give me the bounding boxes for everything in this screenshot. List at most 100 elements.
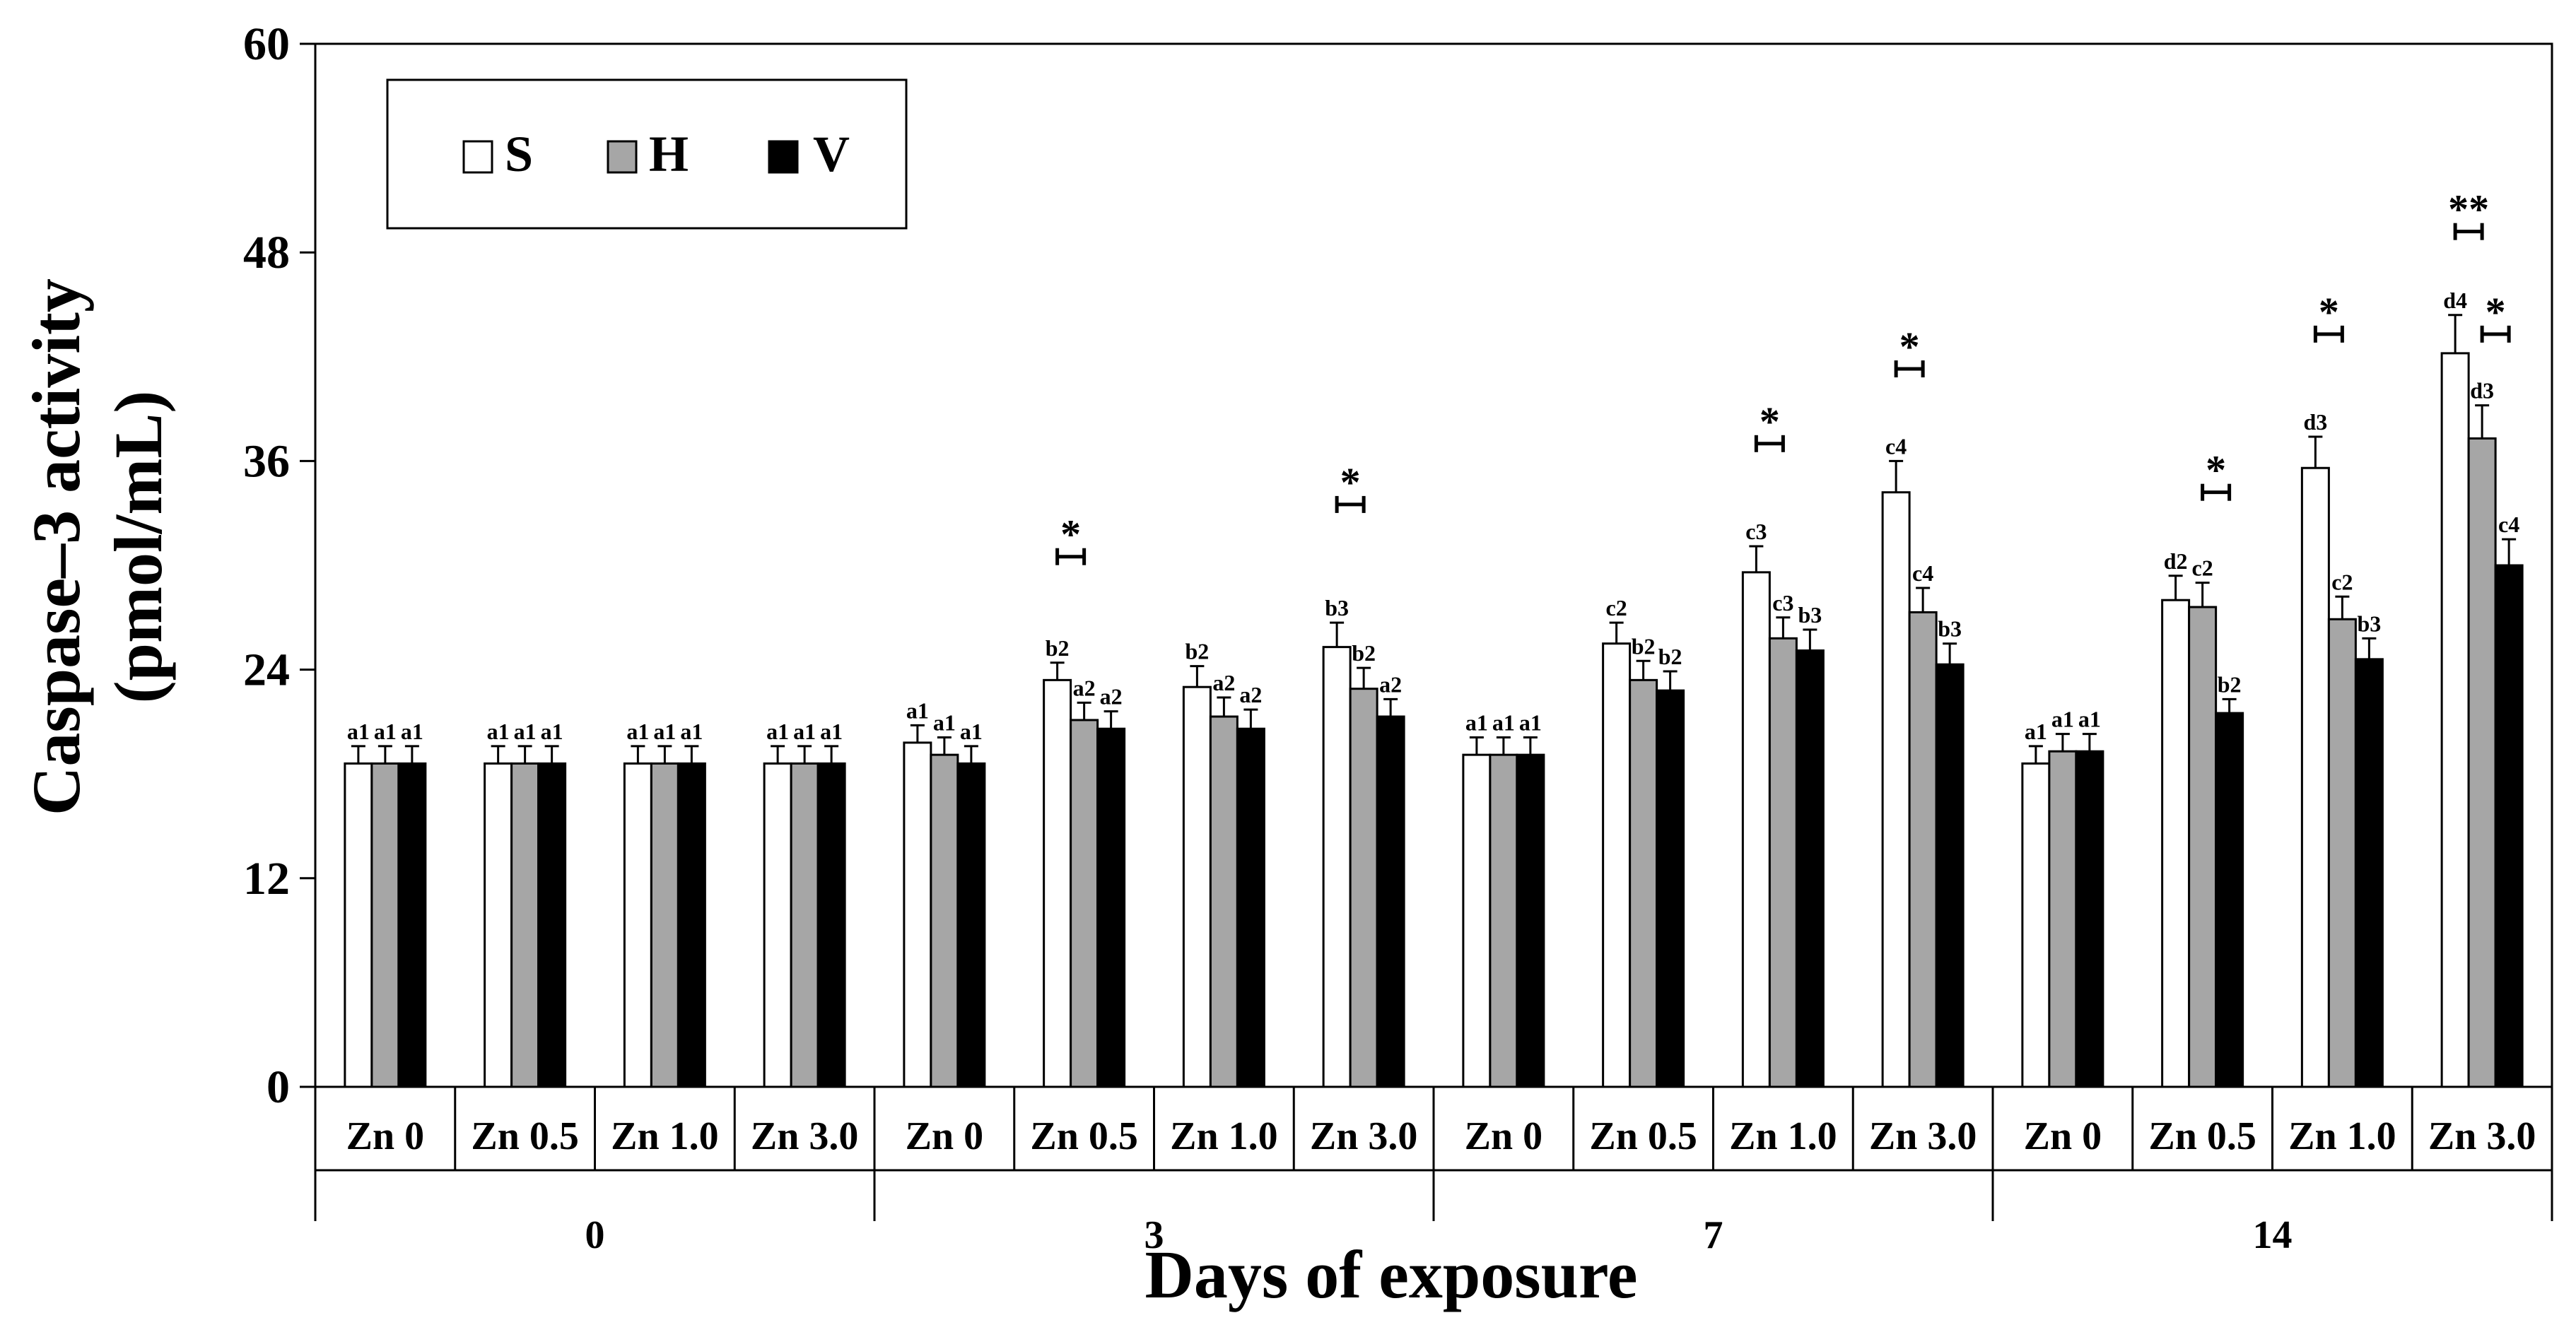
significance-letter: d2 xyxy=(2164,548,2188,574)
x-axis: Zn 0 Zn 0.5 Zn 1.0 Zn 3.0 0 Zn 0 Zn 0.5 Zn 1.0 Z… xyxy=(314,1087,2553,1257)
bar-v xyxy=(2494,564,2524,1088)
bar-h xyxy=(1209,715,1239,1088)
legend: S H V xyxy=(386,78,908,230)
bar-h xyxy=(1349,688,1378,1088)
treatment-label: Zn 3.0 xyxy=(751,1114,859,1158)
bar-h xyxy=(2327,618,2357,1088)
bar-v xyxy=(397,762,427,1088)
bar-s xyxy=(2021,762,2051,1088)
significance-letter: b2 xyxy=(2218,671,2242,697)
bar-s xyxy=(1881,491,1911,1088)
significance-letter: a1 xyxy=(933,710,956,736)
treatment-label: Zn 0 xyxy=(1465,1114,1543,1158)
bar-h xyxy=(2467,437,2497,1088)
bar-h xyxy=(790,762,819,1088)
treatment-label: Zn 1.0 xyxy=(1170,1114,1278,1158)
bars-layer xyxy=(344,314,2524,1088)
day-label: 14 xyxy=(2253,1213,2293,1257)
y-tick-label: 12 xyxy=(243,853,290,905)
significance-letter: a1 xyxy=(2078,707,2101,732)
significance-letter: a1 xyxy=(820,719,843,744)
bar-v xyxy=(537,762,567,1088)
significance-letter: a1 xyxy=(766,719,789,744)
bar-h xyxy=(370,762,400,1088)
y-tick-label: 36 xyxy=(243,435,290,487)
bar-h xyxy=(1768,637,1798,1088)
bar-v xyxy=(1516,753,1545,1088)
legend-label-v: V xyxy=(813,126,850,182)
significance-letter: a2 xyxy=(1379,671,1402,697)
significance-letter: b3 xyxy=(1938,616,1962,642)
day-label: 3 xyxy=(1144,1213,1164,1257)
bar-v xyxy=(2075,750,2104,1088)
bar-h xyxy=(1489,753,1518,1088)
significance-letter: a1 xyxy=(2025,719,2047,744)
significance-letter: c4 xyxy=(1885,433,1907,459)
bar-v xyxy=(1236,727,1265,1088)
significance-letter: a1 xyxy=(960,719,983,744)
bar-s xyxy=(1462,753,1492,1088)
bar-h xyxy=(930,753,959,1088)
bar-s xyxy=(763,762,792,1088)
bar-s xyxy=(484,762,513,1088)
significance-letter: b3 xyxy=(1798,602,1822,628)
significance-star: * xyxy=(2486,289,2506,335)
bar-h xyxy=(2048,750,2078,1088)
significance-letter: c2 xyxy=(1606,595,1627,620)
significance-letter: a2 xyxy=(1239,682,1262,707)
treatment-label: Zn 1.0 xyxy=(2288,1114,2396,1158)
significance-letter: c3 xyxy=(1745,519,1767,544)
significance-star: ** xyxy=(2448,187,2489,232)
y-tick-label: 0 xyxy=(267,1061,290,1113)
bar-v xyxy=(1935,663,1965,1088)
treatment-label: Zn 1.0 xyxy=(1729,1114,1837,1158)
significance-letter: a1 xyxy=(793,719,816,744)
legend-label-h: H xyxy=(649,126,689,182)
treatment-label: Zn 1.0 xyxy=(611,1114,719,1158)
day-label: 0 xyxy=(585,1213,605,1257)
significance-letter: a1 xyxy=(487,719,510,744)
bar-s xyxy=(903,741,932,1088)
treatment-label: Zn 0.5 xyxy=(1589,1114,1697,1158)
significance-letter: b2 xyxy=(1632,633,1656,659)
bar-v xyxy=(956,762,986,1088)
significance-letter: b2 xyxy=(1658,644,1682,669)
y-tick-label: 24 xyxy=(243,644,290,696)
legend-label-s: S xyxy=(505,126,533,182)
legend-swatch-s xyxy=(462,140,493,174)
significance-letter: d3 xyxy=(2303,409,2327,435)
significance-letter: a1 xyxy=(680,719,703,744)
y-axis-label: Caspase–3 activity xyxy=(18,278,94,815)
significance-letter: a1 xyxy=(2051,707,2074,732)
significance-letter: a1 xyxy=(401,719,423,744)
y-axis-label-units: (pmol/mL) xyxy=(100,391,176,704)
significance-letter: a1 xyxy=(653,719,676,744)
x-axis-label: Days of exposure xyxy=(1145,1237,1638,1312)
significance-letter: b3 xyxy=(2357,611,2381,636)
significance-letter: b2 xyxy=(1185,639,1209,664)
bar-v xyxy=(1096,727,1126,1088)
treatment-label: Zn 0.5 xyxy=(2148,1114,2256,1158)
significance-star: * xyxy=(1340,459,1361,505)
significance-letter: c3 xyxy=(1772,590,1793,616)
bar-v xyxy=(1656,689,1685,1088)
significance-star: * xyxy=(1060,512,1081,558)
significance-star: * xyxy=(2319,289,2339,335)
significance-letter: a1 xyxy=(1492,710,1515,736)
significance-letter: b2 xyxy=(1352,640,1376,666)
bar-h xyxy=(510,762,540,1088)
significance-letter: a1 xyxy=(347,719,370,744)
significance-letter: d4 xyxy=(2443,288,2467,313)
bar-s xyxy=(1043,678,1072,1088)
bar-v xyxy=(1376,715,1405,1088)
bar-h xyxy=(1629,678,1658,1088)
significance-letter: c4 xyxy=(2498,512,2519,537)
significance-letter: c4 xyxy=(1912,560,1933,586)
significance-letter: c2 xyxy=(2192,555,2213,581)
significance-letter: a2 xyxy=(1073,675,1096,700)
y-tick-label: 60 xyxy=(243,18,290,70)
significance-letter: a1 xyxy=(541,719,563,744)
bar-s xyxy=(2300,466,2330,1088)
